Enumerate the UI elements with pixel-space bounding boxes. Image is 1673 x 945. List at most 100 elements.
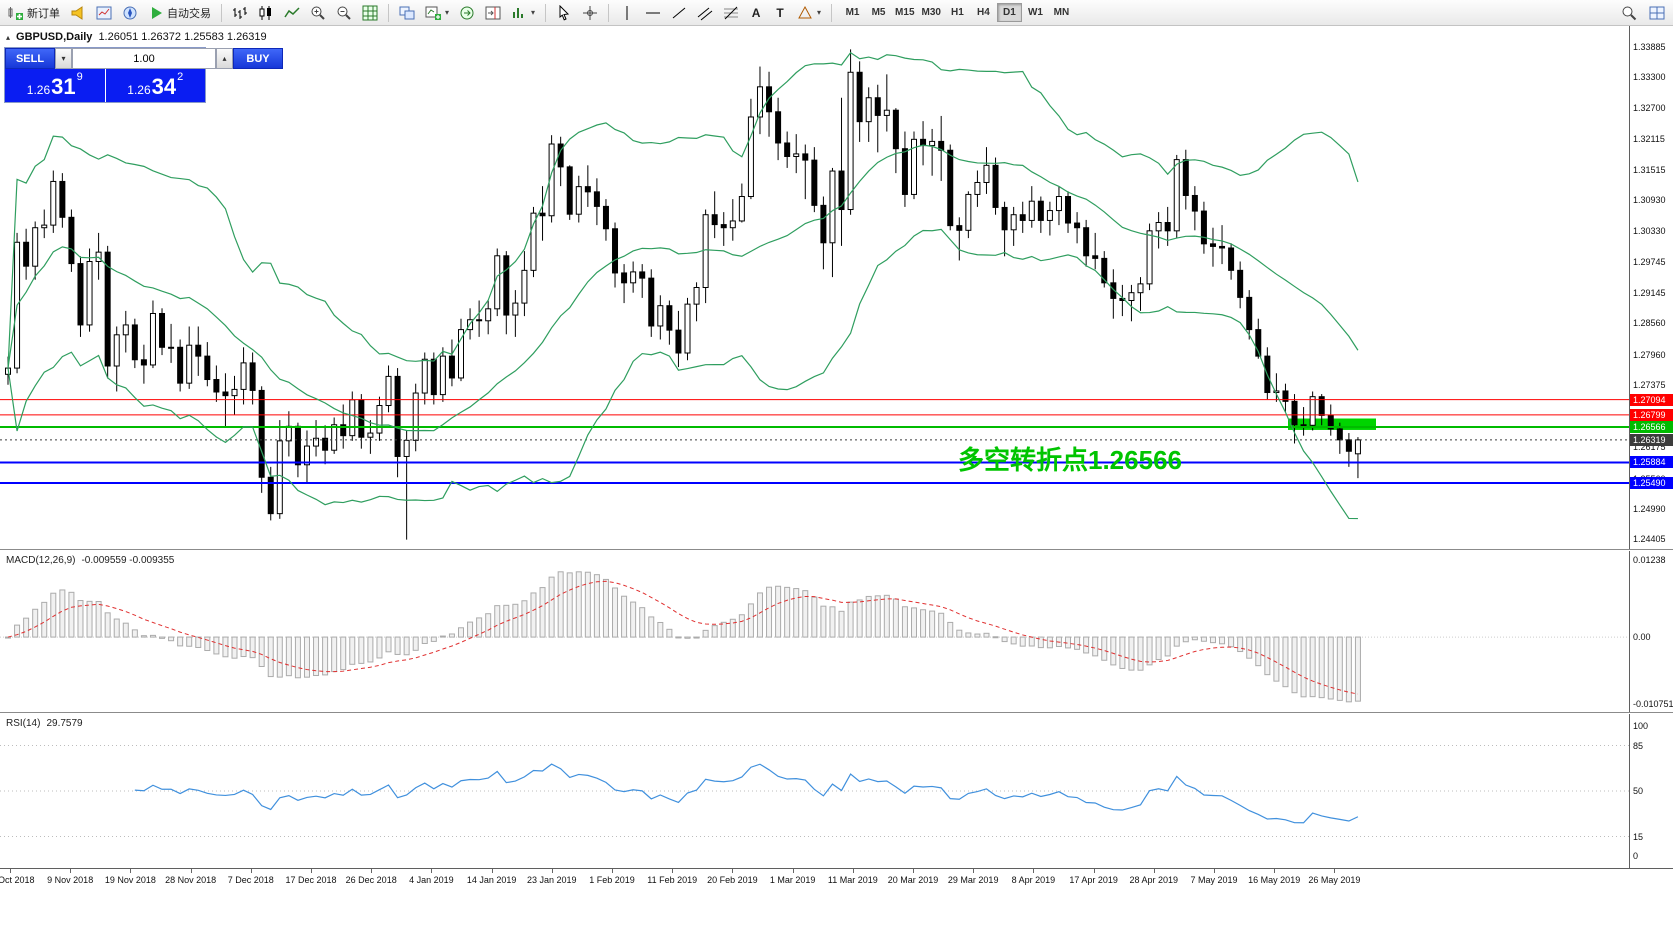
navigator-icon [122,5,138,21]
new-chart-button[interactable]: ▾ [421,2,453,23]
timeframe-toolbar: M1 M5 M15 M30 H1 H4 D1 W1 MN [840,3,1074,22]
timeframe-m5[interactable]: M5 [871,7,886,18]
auto-scroll-icon [459,5,475,21]
text-tool-icon: A [751,5,761,20]
bar-chart-button[interactable] [228,2,252,23]
volume-input[interactable] [72,48,216,69]
cursor-icon [556,5,572,21]
tile-windows-button[interactable] [395,2,419,23]
date-tick [551,869,553,873]
date-tick [1334,869,1336,873]
layout-button[interactable] [1645,2,1669,23]
zoom-in-icon [310,5,326,21]
macd-chart[interactable] [0,551,1629,712]
label-tool-button[interactable]: T [769,2,791,23]
channel-button[interactable] [693,2,717,23]
date-tick [913,869,914,873]
macd-histogram [5,571,1361,703]
sell-button[interactable]: SELL [5,48,55,69]
macd-label: MACD(12,26,9) -0.009559 -0.009355 [6,555,175,566]
autotrading-button[interactable]: 自动交易 [144,2,215,23]
date-tick [1093,869,1095,873]
date-label: 17 Dec 2018 [285,875,337,885]
vertical-line-icon [619,5,635,21]
cursor-button[interactable] [552,2,576,23]
vertical-line-button[interactable] [615,2,639,23]
volume-increase-button[interactable]: ▴ [216,48,233,69]
zoom-out-button[interactable] [332,2,356,23]
price-tag: 1.26799 [1630,408,1673,421]
price-axis-label: 1.24990 [1633,503,1666,514]
timeframe-h4[interactable]: H4 [977,7,990,18]
macd-axis[interactable]: 0.01238 0.00 -0.010751 [1629,551,1673,712]
crosshair-button[interactable] [578,2,602,23]
toolbar-separator [608,3,610,22]
indicators-caret-icon: ▾ [531,8,536,17]
timeframe-m30[interactable]: M30 [921,7,941,18]
timeframe-m15[interactable]: M15 [895,7,915,18]
buy-price[interactable]: 1.26 34 2 [127,71,184,99]
price-axis-label: 1.32115 [1633,133,1665,144]
price-axis-label: 1.27375 [1633,379,1666,390]
label-tool-icon: T [776,5,784,20]
text-tool-button[interactable]: A [745,2,767,23]
oneclick-collapse-icon[interactable]: ▴ [6,32,11,42]
crosshair-icon [582,5,598,21]
market-watch-button[interactable] [92,2,116,23]
date-tick [973,869,975,873]
date-label: 4 Jan 2019 [409,875,454,885]
pane-separator[interactable] [0,549,1673,551]
rsi-pane[interactable]: RSI(14) 29.7579 [0,714,1629,868]
candlestick-chart-button[interactable] [254,2,278,23]
candlestick-chart[interactable] [0,26,1629,549]
timeframe-d1[interactable]: D1 [996,3,1022,22]
rsi-axis[interactable]: 100 85 50 15 0 [1629,714,1673,868]
toolbar-separator [388,3,389,22]
chart-title: ▴ GBPUSD,Daily 1.26051 1.26372 1.25583 1… [6,31,267,43]
time-axis[interactable]: 31 Oct 2018 9 Nov 2018 19 Nov 2018 28 Nov 2… [0,868,1673,890]
chart-annotation-text[interactable]: 多空转折点1.26566 [958,445,1182,475]
bottom-strip [0,890,1673,945]
ohlc-values: 1.26051 1.26372 1.25583 1.26319 [98,31,267,43]
rsi-chart[interactable] [0,714,1629,868]
price-chart-pane[interactable]: ▴ GBPUSD,Daily 1.26051 1.26372 1.25583 1… [0,26,1629,549]
date-tick [10,869,11,873]
horizontal-level-lines[interactable] [0,399,1629,484]
date-label: 26 Dec 2018 [345,875,397,885]
zoom-in-button[interactable] [306,2,330,23]
indicators-button[interactable]: ▾ [507,2,539,23]
alerts-button[interactable] [66,2,90,23]
fibonacci-button[interactable] [719,2,743,23]
new-order-button[interactable]: 新订单 [4,2,64,23]
timeframe-mn[interactable]: MN [1053,7,1070,18]
sell-price[interactable]: 1.26 31 9 [5,69,106,102]
date-tick [371,869,373,873]
date-label: 8 Apr 2019 [1011,875,1056,885]
pane-separator[interactable] [0,712,1673,714]
search-button[interactable] [1617,2,1641,23]
trendline-button[interactable] [667,2,691,23]
date-tick [852,869,854,873]
timeframe-w1[interactable]: W1 [1027,7,1043,18]
line-chart-button[interactable] [280,2,304,23]
buy-button[interactable]: BUY [233,48,283,69]
date-tick [672,869,674,873]
timeframe-h1[interactable]: H1 [951,7,964,18]
shapes-button[interactable]: ▾ [793,2,825,23]
horizontal-line-button[interactable] [641,2,665,23]
date-label: 1 Feb 2019 [589,875,635,885]
grid-button[interactable] [358,2,382,23]
rsi-axis-label: 100 [1633,721,1649,731]
macd-pane[interactable]: MACD(12,26,9) -0.009559 -0.009355 [0,551,1629,712]
date-label: 19 Nov 2018 [104,875,156,885]
price-axis[interactable]: 1.33885 1.33300 1.32700 1.32115 1.31515 1.309… [1629,26,1673,549]
auto-scroll-button[interactable] [455,2,479,23]
date-tick [70,869,72,873]
shapes-icon [797,5,813,21]
timeframe-m1[interactable]: M1 [845,7,860,18]
alerts-icon [70,5,86,21]
chart-shift-button[interactable] [481,2,505,23]
volume-decrease-button[interactable]: ▾ [55,48,72,69]
price-axis-label: 1.32700 [1633,103,1666,114]
navigator-button[interactable] [118,2,142,23]
